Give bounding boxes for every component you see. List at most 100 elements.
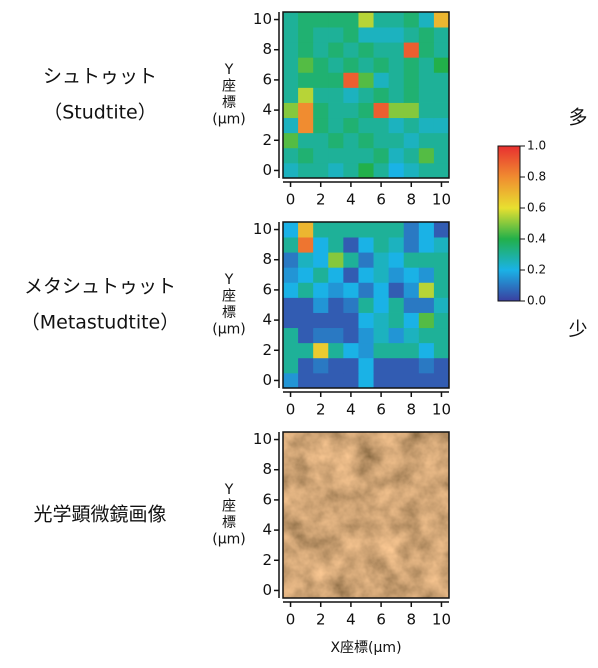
heatmap-cell: [374, 148, 389, 163]
heatmap-cell: [358, 297, 373, 312]
heatmap-cell: [313, 133, 328, 148]
heatmap-cell: [358, 148, 373, 163]
y-axis-label: 標: [222, 305, 236, 321]
heatmap-cell: [374, 282, 389, 297]
heatmap-cell: [389, 72, 404, 87]
heatmap-cell: [343, 57, 358, 72]
heatmap-cell: [283, 57, 298, 72]
heatmap-cell: [283, 297, 298, 312]
heatmap-cell: [313, 12, 328, 27]
heatmap-cell: [419, 358, 434, 373]
y-axis-label: Y: [224, 482, 234, 498]
heatmap-cell: [313, 313, 328, 328]
heatmap-cell: [434, 133, 449, 148]
y-axis-label: 座: [222, 289, 236, 305]
heatmap-cell: [419, 297, 434, 312]
heatmap-cell: [419, 343, 434, 358]
heatmap-cell: [328, 252, 343, 267]
heatmap-cell: [283, 42, 298, 57]
heatmap-cell: [374, 87, 389, 102]
heatmap-cell: [343, 373, 358, 388]
heatmap-cell: [283, 27, 298, 42]
heatmap-cell: [374, 343, 389, 358]
heatmap-cell: [313, 27, 328, 42]
colorbar-low-label: 少: [568, 319, 587, 341]
y-tick-label: 10: [253, 430, 272, 448]
heatmap-cell: [389, 222, 404, 237]
heatmap-cell: [389, 252, 404, 267]
heatmap-cell: [358, 328, 373, 343]
heatmap-cell: [343, 313, 358, 328]
heatmap-cell: [389, 313, 404, 328]
x-tick-label: 4: [346, 191, 356, 209]
heatmap-cell: [389, 343, 404, 358]
colorbar-tick-label: 0.4: [527, 232, 546, 246]
heatmap-cell: [374, 297, 389, 312]
y-tick-label: 2: [262, 131, 272, 149]
heatmap-cell: [283, 343, 298, 358]
heatmap-cell: [313, 222, 328, 237]
heatmap-cell: [434, 313, 449, 328]
y-axis-label: 座: [222, 79, 236, 95]
panel-label: 光学顕微鏡画像: [33, 504, 166, 526]
y-tick-label: 8: [262, 250, 272, 268]
x-tick-label: 6: [376, 611, 386, 629]
heatmap-cell: [389, 118, 404, 133]
y-tick-label: 10: [253, 10, 272, 28]
heatmap-cell: [389, 27, 404, 42]
panel-label: （Metastudtite）: [21, 312, 180, 334]
heatmap-cell: [374, 222, 389, 237]
heatmap-cell: [328, 373, 343, 388]
x-tick-label: 2: [316, 401, 326, 419]
heatmap-cell: [313, 328, 328, 343]
heatmap-cell: [419, 237, 434, 252]
heatmap-cell: [283, 252, 298, 267]
heatmap-cell: [434, 87, 449, 102]
heatmap-cell: [298, 373, 313, 388]
heatmap-cell: [404, 12, 419, 27]
heatmap-cell: [434, 328, 449, 343]
heatmap-cell: [404, 72, 419, 87]
heatmap-cell: [404, 57, 419, 72]
heatmap-cell: [419, 27, 434, 42]
heatmap-cell: [404, 313, 419, 328]
heatmap-cell: [358, 72, 373, 87]
heatmap-cell: [343, 42, 358, 57]
heatmap-cell: [298, 297, 313, 312]
heatmap-cell: [283, 237, 298, 252]
y-axis-label: Y: [224, 62, 234, 78]
heatmap-cell: [298, 27, 313, 42]
heatmap-cell: [419, 163, 434, 178]
heatmap-cell: [298, 343, 313, 358]
heatmap-cell: [389, 87, 404, 102]
heatmap-cell: [283, 313, 298, 328]
x-tick-label: 8: [406, 611, 416, 629]
heatmap-cell: [404, 133, 419, 148]
heatmap-cell: [358, 12, 373, 27]
heatmap-cell: [328, 133, 343, 148]
heatmap-cell: [434, 373, 449, 388]
heatmap-cell: [313, 163, 328, 178]
heatmap-cell: [313, 87, 328, 102]
heatmap-cell: [419, 252, 434, 267]
y-tick-label: 0: [262, 581, 272, 599]
heatmap-cell: [328, 343, 343, 358]
colorbar-tick-label: 0.0: [527, 294, 546, 308]
heatmap-cell: [374, 267, 389, 282]
heatmap-cell: [404, 148, 419, 163]
heatmap-cell: [419, 72, 434, 87]
panel-label: （Studtite）: [43, 102, 156, 124]
heatmap-cell: [434, 148, 449, 163]
heatmap-cell: [374, 237, 389, 252]
heatmap-cell: [374, 12, 389, 27]
heatmap-cell: [434, 27, 449, 42]
y-tick-label: 6: [262, 490, 272, 508]
heatmap-cell: [343, 118, 358, 133]
heatmap-cell: [389, 358, 404, 373]
heatmap-cell: [343, 87, 358, 102]
heatmap-cell: [328, 358, 343, 373]
x-tick-label: 4: [346, 401, 356, 419]
heatmap-cell: [298, 57, 313, 72]
heatmap-cell: [434, 118, 449, 133]
heatmap-cell: [298, 358, 313, 373]
